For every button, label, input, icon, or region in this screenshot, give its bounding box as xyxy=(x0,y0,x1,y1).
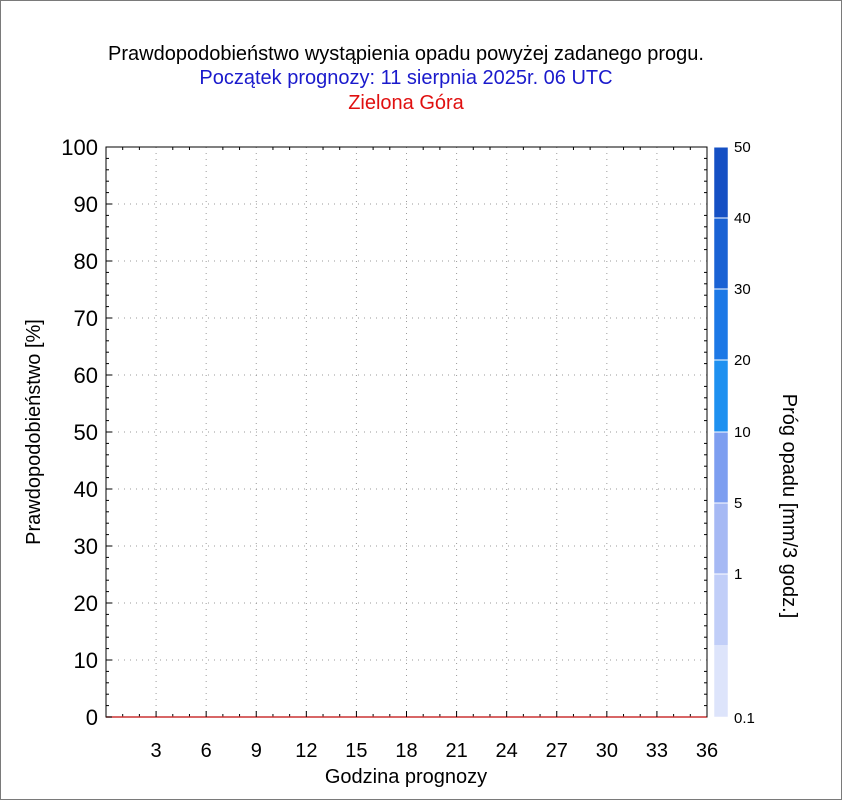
y-tick-label: 40 xyxy=(74,477,98,502)
threshold-colorbar: 0.1 1 5 10 20 30 40 50 xyxy=(713,139,755,727)
colorbar-band xyxy=(714,645,728,717)
y-tick-label: 20 xyxy=(74,591,98,616)
forecast-start-subtitle: Początek prognozy: 11 sierpnia 2025r. 06… xyxy=(199,67,613,89)
y-tick-label: 10 xyxy=(74,648,98,673)
y-axis-label: Prawdopodobieństwo [%] xyxy=(23,319,45,545)
colorbar-band xyxy=(714,360,728,432)
colorbar-tick-label: 20 xyxy=(734,352,751,369)
colorbar-tick-label: 5 xyxy=(734,495,742,512)
y-tick-label: 100 xyxy=(61,135,98,160)
colorbar-tick-label: 1 xyxy=(734,566,742,583)
y-tick-label: 60 xyxy=(74,363,98,388)
colorbar-tick-label: 50 xyxy=(734,139,751,156)
x-tick-label: 36 xyxy=(696,740,718,762)
y-axis-ticks: 0 10 20 30 40 50 60 70 80 90 100 xyxy=(61,135,112,730)
x-tick-label: 33 xyxy=(646,740,668,762)
y-tick-label: 80 xyxy=(74,249,98,274)
chart-title: Prawdopodobieństwo wystąpienia opadu pow… xyxy=(108,43,704,65)
y-tick-label: 50 xyxy=(74,420,98,445)
x-tick-label: 24 xyxy=(496,740,518,762)
colorbar-tick-label: 0.1 xyxy=(734,710,755,727)
x-tick-label: 18 xyxy=(395,740,417,762)
x-tick-label: 6 xyxy=(201,740,212,762)
colorbar-band xyxy=(714,432,728,503)
colorbar-band xyxy=(714,218,728,289)
x-tick-label: 27 xyxy=(546,740,568,762)
x-axis-label: Godzina prognozy xyxy=(325,766,487,788)
y-tick-label: 70 xyxy=(74,306,98,331)
grid-lines xyxy=(106,147,707,717)
x-tick-label: 3 xyxy=(151,740,162,762)
colorbar-tick-label: 30 xyxy=(734,281,751,298)
colorbar-band xyxy=(714,289,728,360)
x-tick-label: 30 xyxy=(596,740,618,762)
x-tick-label: 21 xyxy=(445,740,467,762)
x-tick-label: 15 xyxy=(345,740,367,762)
location-label: Zielona Góra xyxy=(348,92,464,114)
colorbar-band xyxy=(714,503,728,574)
colorbar-tick-label: 40 xyxy=(734,210,751,227)
y-tick-label: 90 xyxy=(74,192,98,217)
colorbar-band xyxy=(714,147,728,218)
colorbar-label: Próg opadu [mm/3 godz.] xyxy=(778,394,800,619)
x-tick-label: 12 xyxy=(295,740,317,762)
y-tick-label: 0 xyxy=(86,705,98,730)
colorbar-band xyxy=(714,574,728,645)
y-tick-label: 30 xyxy=(74,534,98,559)
colorbar-tick-label: 10 xyxy=(734,424,751,441)
x-tick-label: 9 xyxy=(251,740,262,762)
x-axis-ticks: 3 6 9 12 15 18 21 24 27 30 33 36 xyxy=(151,711,718,762)
